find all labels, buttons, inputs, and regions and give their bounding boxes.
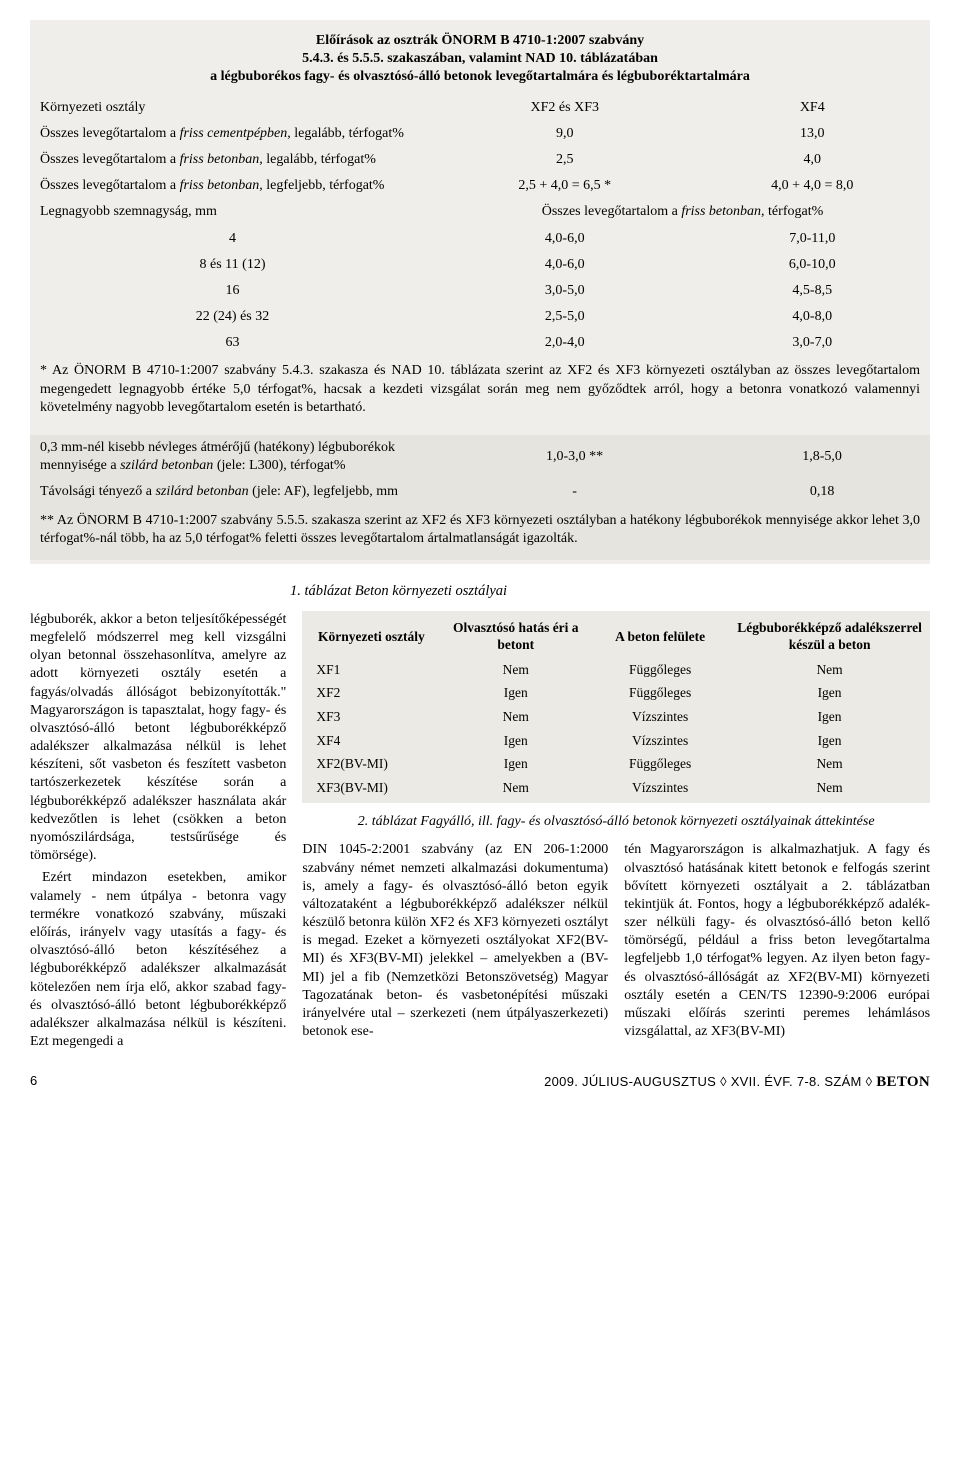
table-1b-footnote: ** Az ÖNORM B 4710-1:2007 szabvány 5.5.5… bbox=[30, 506, 930, 560]
table-1: Előírások az osztrák ÖNORM B 4710-1:2007… bbox=[30, 28, 930, 356]
t1-s1-v2: 7,0-11,0 bbox=[695, 226, 930, 252]
t1-s4-v1: 2,5-5,0 bbox=[435, 304, 695, 330]
t2-h3: A beton felülete bbox=[591, 615, 729, 658]
t1-s3-v2: 4,5-8,5 bbox=[695, 278, 930, 304]
t1b-r2-label: Távolsági tényező a szilárd betonban (je… bbox=[30, 479, 435, 505]
middle-column-text: DIN 1045-2:2001 szabvány (az EN 206-1:20… bbox=[302, 841, 608, 1041]
table-1-title: Előírások az osztrák ÖNORM B 4710-1:2007… bbox=[30, 28, 930, 95]
table-2-caption: 2. táblázat Fagyálló, ill. fagy- és olva… bbox=[302, 809, 930, 841]
left-p2: Ezért mindazon esetekben, ami­kor valame… bbox=[30, 869, 286, 1051]
t1-title-line3: a légbuborékos fagy- és olvasztósó-álló … bbox=[210, 69, 750, 84]
t1-r1-v2: 13,0 bbox=[695, 121, 930, 147]
t1-r3-label: Összes levegőtartalom a friss betonban, … bbox=[30, 173, 435, 199]
table-row: XF3(BV-MI)NemVízszintesNem bbox=[302, 776, 930, 800]
t1-s2-l: 8 és 11 (12) bbox=[30, 252, 435, 278]
t1-s5-v1: 2,0-4,0 bbox=[435, 330, 695, 356]
t1-s1-v1: 4,0-6,0 bbox=[435, 226, 695, 252]
t1-h-col2: XF2 és XF3 bbox=[435, 95, 695, 121]
t2-h1: Környezeti osztály bbox=[302, 615, 440, 658]
t1-s2-v1: 4,0-6,0 bbox=[435, 252, 695, 278]
t1-r2-v1: 2,5 bbox=[435, 147, 695, 173]
t1b-r2-v2: 0,18 bbox=[714, 479, 930, 505]
t1-title-line2: 5.4.3. és 5.5.5. szakaszában, valamint N… bbox=[302, 51, 658, 66]
t1-r1-label: Összes levegőtartalom a friss cementpépb… bbox=[30, 121, 435, 147]
right-column-text: tén Magyarországon is alkalmazhat­juk. A… bbox=[624, 841, 930, 1041]
t1-s5-l: 63 bbox=[30, 330, 435, 356]
t1b-r1-v2: 1,8-5,0 bbox=[714, 435, 930, 479]
t1b-r1-v1: 1,0-3,0 ** bbox=[435, 435, 714, 479]
table-row: XF2IgenFüggőlegesIgen bbox=[302, 681, 930, 705]
footer-brand: BETON bbox=[876, 1074, 930, 1090]
table-row: XF3NemVízszintesIgen bbox=[302, 705, 930, 729]
t1-s2-v2: 6,0-10,0 bbox=[695, 252, 930, 278]
table-1-footnote: * Az ÖNORM B 4710-1:2007 szabvány 5.4.3.… bbox=[30, 356, 930, 427]
t1-s1-l: 4 bbox=[30, 226, 435, 252]
t1-r1-v1: 9,0 bbox=[435, 121, 695, 147]
t1-s3-v1: 3,0-5,0 bbox=[435, 278, 695, 304]
t2-h2: Olvasztósó hatás éri a betont bbox=[440, 615, 591, 658]
right-block: Környezeti osztály Olvasztósó hatás éri … bbox=[302, 611, 930, 1056]
t1-r2-v2: 4,0 bbox=[695, 147, 930, 173]
t1-s5-v2: 3,0-7,0 bbox=[695, 330, 930, 356]
t1-s4-l: 22 (24) és 32 bbox=[30, 304, 435, 330]
footer-meta: 2009. JÚLIUS-AUGUSZTUS ◊ XVII. ÉVF. 7-8.… bbox=[544, 1073, 930, 1093]
t1-r3-v1: 2,5 + 4,0 = 6,5 * bbox=[435, 173, 695, 199]
left-p1: légbuborék, akkor a beton teljesítő­képe… bbox=[30, 611, 286, 866]
table-1b-container: 0,3 mm-nél kisebb névleges átmérőjű (hat… bbox=[30, 435, 930, 560]
t1-r4-label: Legnagyobb szemnagyság, mm bbox=[30, 199, 435, 225]
left-column: légbuborék, akkor a beton teljesítő­képe… bbox=[30, 611, 286, 1056]
body-columns: légbuborék, akkor a beton teljesítő­képe… bbox=[30, 611, 930, 1056]
table-1-container: Előírások az osztrák ÖNORM B 4710-1:2007… bbox=[30, 20, 930, 564]
t1-s4-v2: 4,0-8,0 bbox=[695, 304, 930, 330]
t1-r2-label: Összes levegőtartalom a friss betonban, … bbox=[30, 147, 435, 173]
t2-h4: Légbuborékképző adalékszerrel készül a b… bbox=[729, 615, 930, 658]
t1b-r1-label: 0,3 mm-nél kisebb névleges átmérőjű (hat… bbox=[30, 435, 435, 479]
t1-h-col3: XF4 bbox=[695, 95, 930, 121]
table-row: XF1NemFüggőlegesNem bbox=[302, 658, 930, 682]
table-2-container: Környezeti osztály Olvasztósó hatás éri … bbox=[302, 611, 930, 803]
table-row: XF4IgenVízszintesIgen bbox=[302, 729, 930, 753]
page-footer: 6 2009. JÚLIUS-AUGUSZTUS ◊ XVII. ÉVF. 7-… bbox=[30, 1073, 930, 1093]
t1-r4-caption: Összes levegőtartalom a friss betonban, … bbox=[435, 199, 930, 225]
t1-s3-l: 16 bbox=[30, 278, 435, 304]
table-1b: 0,3 mm-nél kisebb névleges átmérőjű (hat… bbox=[30, 435, 930, 506]
table-2: Környezeti osztály Olvasztósó hatás éri … bbox=[302, 615, 930, 799]
table-row: XF2(BV-MI)IgenFüggőlegesNem bbox=[302, 752, 930, 776]
t1-h-col1: Környezeti osztály bbox=[30, 95, 435, 121]
t1-r3-v2: 4,0 + 4,0 = 8,0 bbox=[695, 173, 930, 199]
t1b-r2-v1: - bbox=[435, 479, 714, 505]
t1-title-line1: Előírások az osztrák ÖNORM B 4710-1:2007… bbox=[316, 33, 644, 48]
right-text-columns: DIN 1045-2:2001 szabvány (az EN 206-1:20… bbox=[302, 841, 930, 1041]
page-number: 6 bbox=[30, 1073, 37, 1093]
table-1-caption: 1. táblázat Beton környezeti osztályai bbox=[30, 574, 930, 607]
